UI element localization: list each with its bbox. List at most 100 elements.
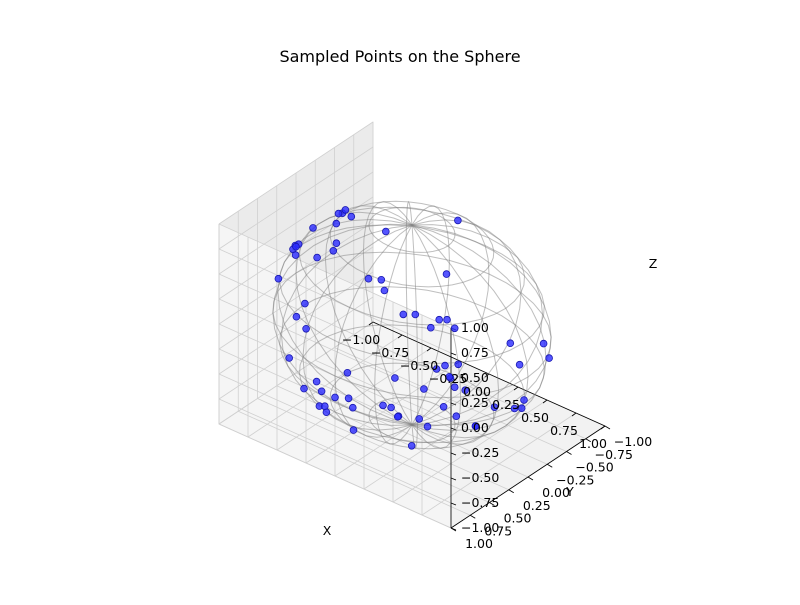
data-point [471,422,480,430]
data-point [506,339,515,348]
z-tick [450,502,457,506]
grid-line [363,386,519,490]
data-point [461,386,470,395]
data-point [435,315,444,324]
data-point [454,216,462,225]
x-tick-label: −0.50 [400,358,438,373]
grid-line [218,146,374,250]
data-point [301,299,309,308]
y-tick-label: 0.00 [542,485,570,500]
data-point [317,387,326,396]
y-tick-label: 0.75 [484,523,512,538]
data-point [520,396,528,404]
data-point [411,310,420,319]
grid-line [238,410,471,516]
y-tick [527,476,534,481]
data-point [349,426,358,434]
grid-line [421,412,577,516]
z-tick-label: 0.00 [461,420,489,435]
data-point [439,402,448,411]
data-point [292,242,300,251]
data-point [329,247,338,255]
data-point [377,275,386,284]
z-tick-label: −0.25 [461,445,499,460]
z-tick-label: −1.00 [461,520,499,535]
y-tick-label: −0.50 [575,460,613,475]
sphere-parallel [272,251,552,399]
x-tick-label: −1.00 [342,332,380,347]
y-tick [508,489,514,494]
data-point [407,441,416,450]
y-tick-label: 1.00 [465,536,493,551]
z-tick-label: 0.50 [461,370,489,385]
grid-line [218,423,452,529]
y-tick [585,438,591,443]
z-tick [450,477,457,481]
x-tick-label: 0.50 [521,410,549,425]
data-point [442,270,451,278]
grid-line [218,273,452,379]
data-point [332,239,341,248]
y-tick [470,514,476,519]
z-tick-label: −0.75 [461,495,499,510]
z-tick [450,352,457,356]
x-tick-label: 0.00 [463,384,491,399]
z-tick-labels: −1.00−0.75−0.50−0.250.000.250.500.751.00 [461,320,499,535]
data-point [415,415,424,423]
data-point [331,393,339,402]
data-point [309,224,317,232]
data-point [441,361,449,370]
data-point [341,206,350,214]
data-point [432,365,441,373]
data-point [320,402,329,411]
data-point [381,227,390,236]
x-tick-labels: −1.00−0.75−0.50−0.250.000.250.500.751.00 [342,332,607,451]
sphere-parallel [279,286,545,426]
data-point [399,310,408,319]
data-point [379,401,387,410]
x-tick-label: 0.75 [550,423,578,438]
sphere-parallel [329,362,495,450]
data-point [347,212,356,221]
data-point [426,323,435,332]
grid-lines [218,121,606,529]
data-point [515,360,524,369]
sphere-parallel [368,397,456,444]
data-point [274,274,283,283]
x-tick [426,347,432,352]
sphere-parallel [368,206,456,253]
grid-line [218,121,374,225]
x-tick-label: −0.75 [371,345,409,360]
data-point [292,312,301,321]
data-point [332,219,341,228]
x-tick-label: 1.00 [579,436,607,451]
z-tick-label: −0.50 [461,470,499,485]
data-point [313,253,321,262]
grid-line [392,399,548,503]
data-point [334,209,343,218]
y-tick [566,451,572,455]
y-tick [604,425,611,430]
y-tick-label: 0.50 [504,511,532,526]
data-point [452,412,461,421]
grid-line [218,171,374,275]
x-tick [571,412,577,417]
data-point [393,412,402,421]
data-point [420,385,428,393]
data-point [391,374,399,382]
scatter-points [274,206,553,450]
data-point [387,403,395,412]
z-tick-label: 1.00 [461,320,489,335]
z-tick [450,452,457,456]
x-tick [513,386,519,391]
data-point [450,324,459,333]
data-point [302,324,310,333]
x-tick-label: 0.25 [492,397,520,412]
data-point [348,403,357,412]
z-axis-label: Z [649,256,658,271]
data-point [545,354,553,362]
sphere-parallel [298,206,526,326]
data-point [539,339,548,348]
z-tick-label: 0.75 [461,345,489,360]
